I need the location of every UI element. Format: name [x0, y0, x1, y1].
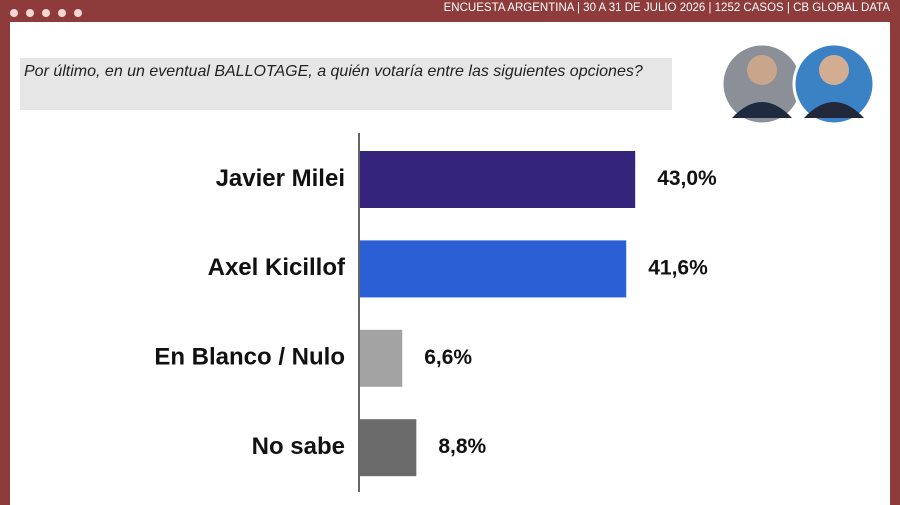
value-label: 6,6% [424, 346, 472, 369]
header: ENCUESTA ARGENTINA | 30 A 31 DE JULIO 20… [444, 2, 891, 14]
value-label: 43,0% [657, 167, 717, 190]
photo-body [804, 102, 864, 118]
dot [42, 9, 50, 17]
category-label: Javier Milei [216, 165, 345, 192]
category-label: Axel Kicillof [208, 254, 346, 281]
bar [360, 151, 636, 208]
window-dots [10, 9, 82, 17]
value-label: 41,6% [648, 256, 708, 279]
photo-body [732, 102, 792, 118]
category-label: No sabe [252, 433, 345, 460]
bar [360, 419, 417, 477]
value-label: 8,8% [438, 435, 486, 458]
bar [360, 329, 403, 387]
photos [720, 42, 876, 126]
photo-face [747, 55, 777, 85]
photo-face [819, 55, 849, 85]
dot [74, 9, 82, 17]
question-text: Por último, en un eventual BALLOTAGE, a … [24, 63, 643, 80]
dot [10, 9, 18, 17]
category-label: En Blanco / Nulo [154, 344, 345, 371]
dot [26, 9, 34, 17]
dot [58, 9, 66, 17]
bar [360, 240, 627, 298]
question-box [20, 58, 672, 110]
question: Por último, en un eventual BALLOTAGE, a … [24, 63, 643, 80]
